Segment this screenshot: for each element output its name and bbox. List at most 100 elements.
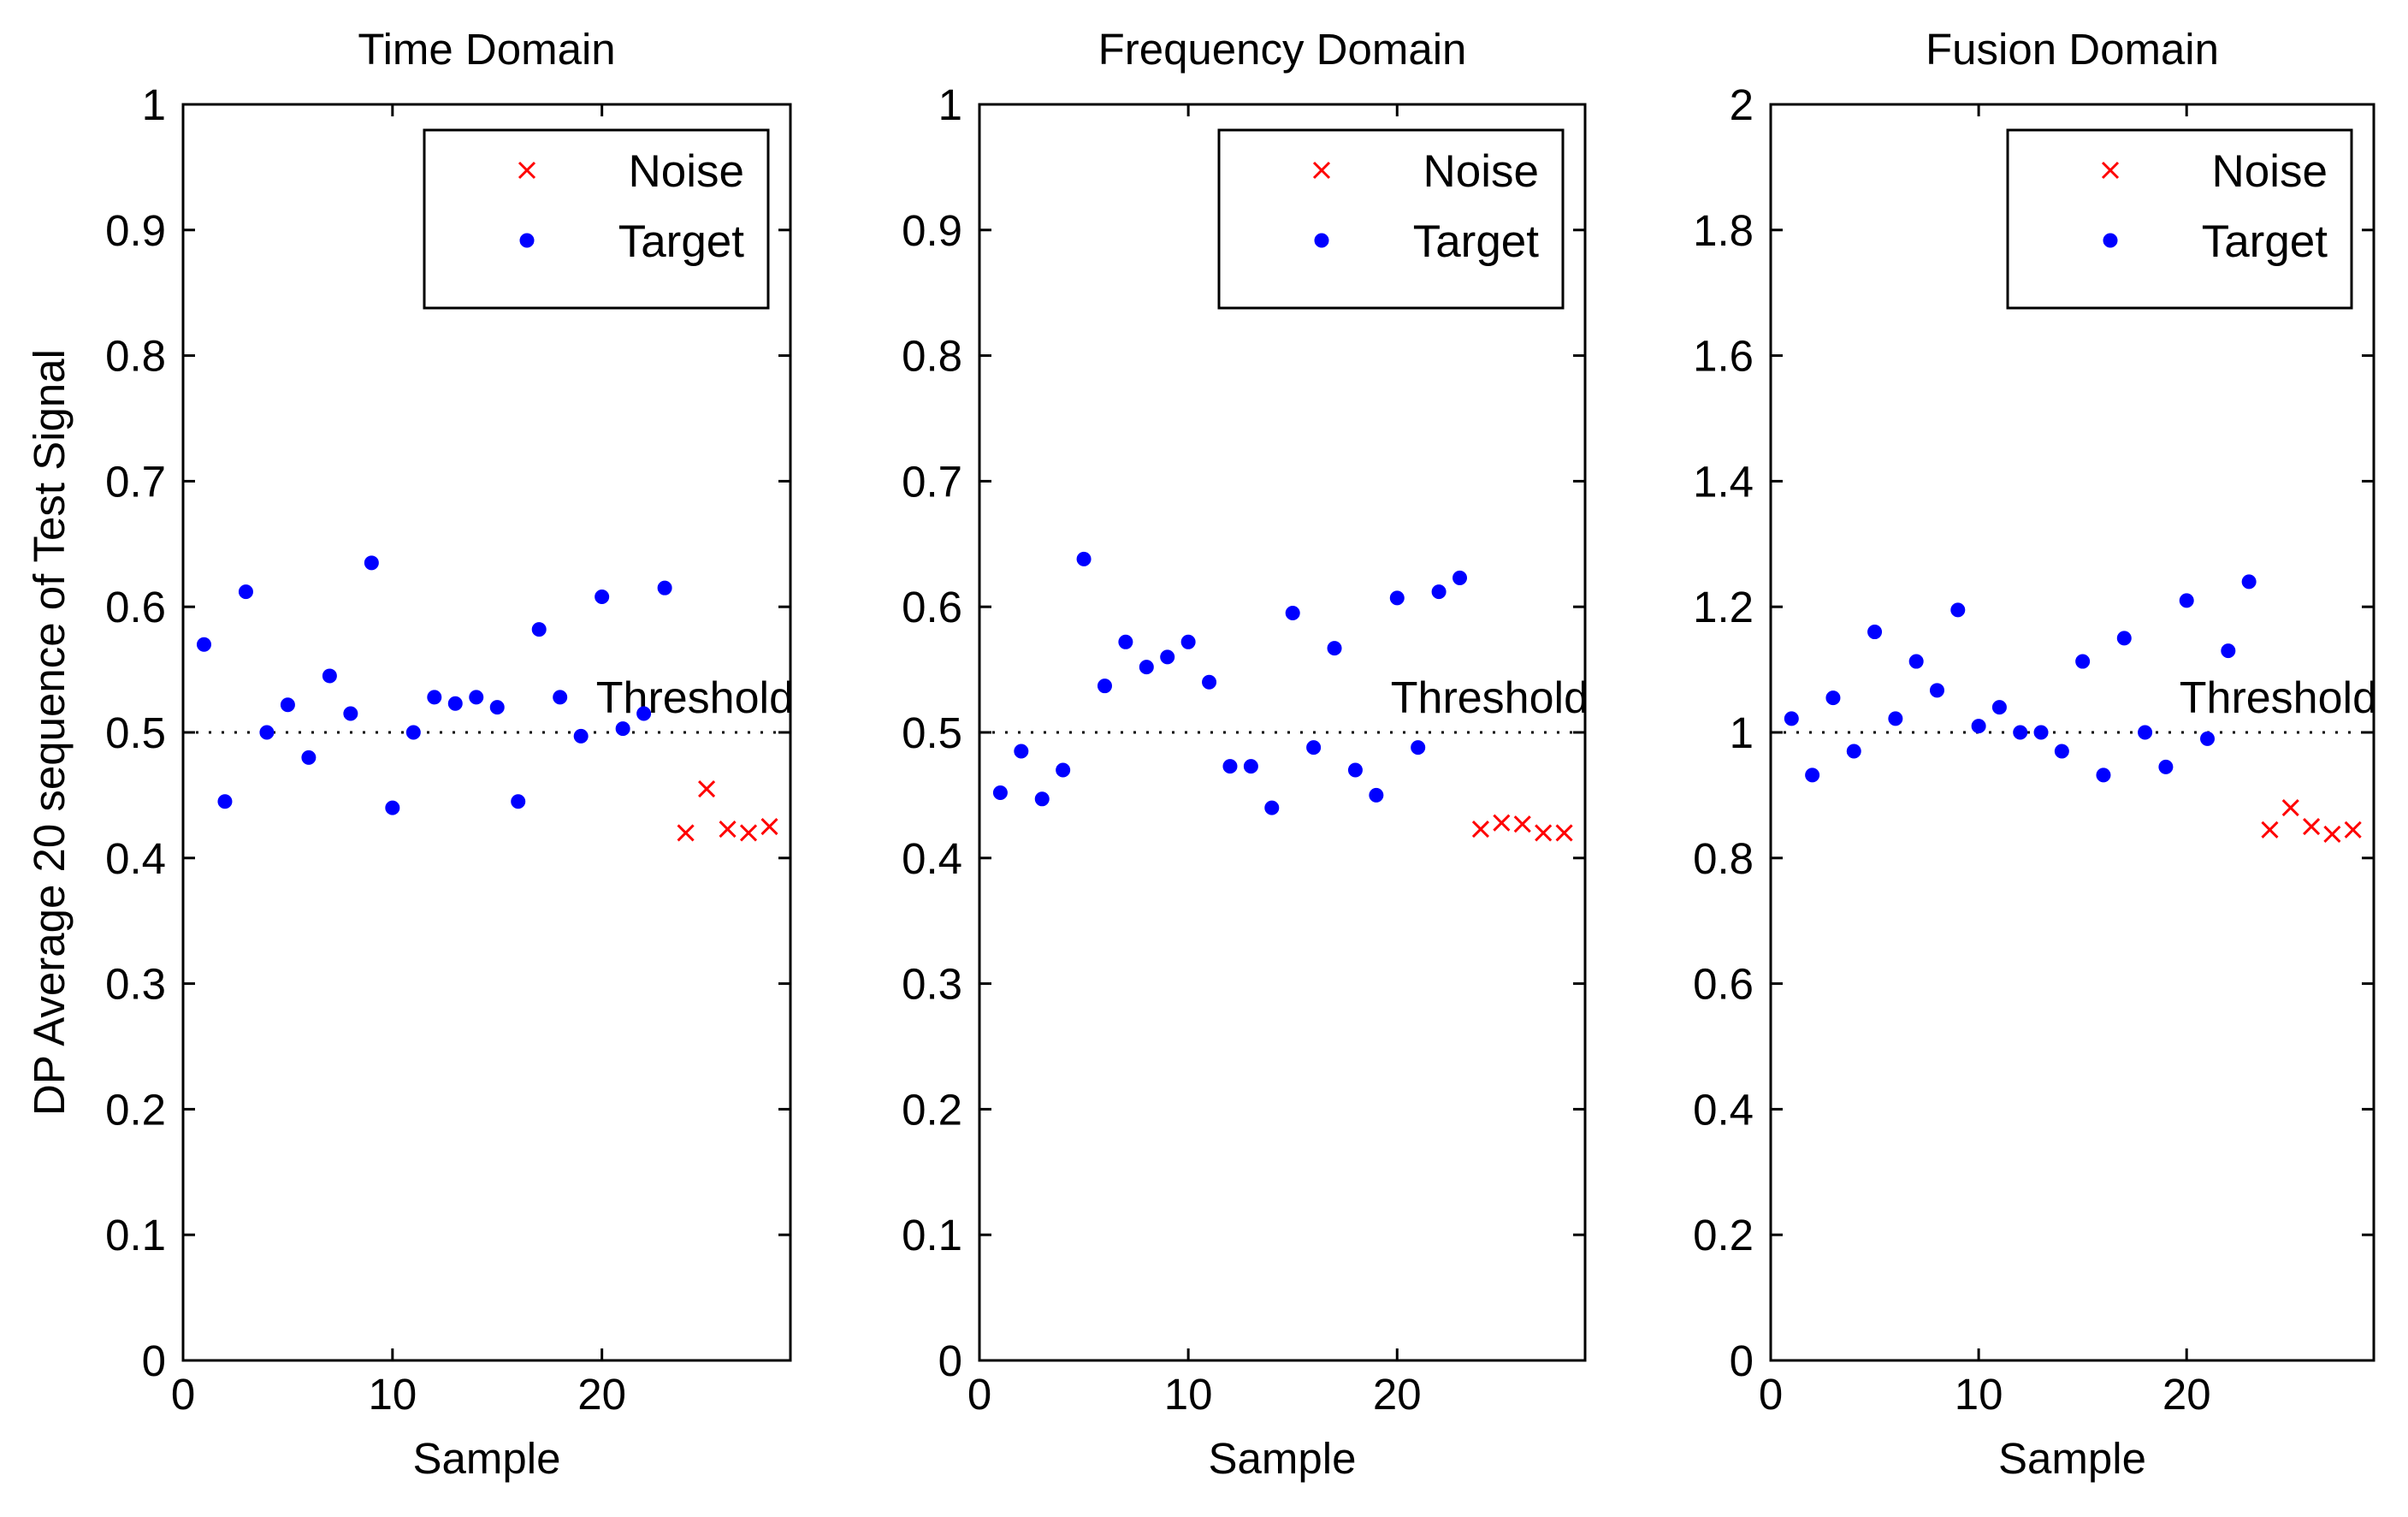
x-tick-label: 0: [1759, 1370, 1783, 1419]
y-tick-label: 1.6: [1693, 332, 1754, 381]
legend-noise-label: Noise: [628, 146, 744, 197]
target-point: [1389, 590, 1405, 606]
target-point: [1991, 700, 2007, 715]
target-point: [1452, 570, 1468, 585]
noise-point: [739, 824, 758, 842]
target-point: [1139, 660, 1154, 675]
target-point: [1160, 649, 1175, 665]
target-point: [447, 696, 463, 711]
chart-title: Fusion Domain: [1926, 25, 2219, 74]
target-point: [1327, 641, 1342, 656]
legend-target-marker: [2103, 233, 2118, 248]
y-tick-label: 0.9: [902, 206, 962, 255]
target-point: [1347, 762, 1363, 778]
y-tick-label: 0.4: [1693, 1085, 1754, 1134]
x-tick-label: 0: [967, 1370, 991, 1419]
y-tick-label: 0.9: [105, 206, 166, 255]
noise-point: [2261, 821, 2279, 838]
legend-target-label: Target: [1413, 216, 1540, 267]
target-point: [469, 690, 484, 705]
y-tick-label: 0.1: [105, 1211, 166, 1259]
y-tick-label: 1: [938, 80, 962, 129]
panel-1: Time Domain 0 0.1 0.2 0.3 0.4 0.5 0.6 0.7 0.8 0.9 1…: [25, 25, 794, 1483]
y-tick-label: 0.2: [1693, 1211, 1754, 1259]
target-point: [343, 706, 358, 721]
legend-target-marker: [519, 233, 535, 248]
target-point: [1846, 744, 1861, 759]
target-point: [2054, 744, 2069, 759]
y-tick-label: 0.5: [902, 708, 962, 757]
noise-point: [1535, 824, 1553, 842]
target-point: [2116, 631, 2132, 646]
target-point: [2013, 725, 2028, 740]
y-tick-label: 0.7: [105, 457, 166, 506]
y-tick-label: 0: [142, 1336, 166, 1385]
axes-box: [181, 103, 792, 1362]
series-target: [196, 555, 672, 815]
y-tick-label: 1.8: [1693, 206, 1754, 255]
legend-noise-marker: [2101, 161, 2120, 180]
target-point: [1076, 551, 1092, 566]
target-point: [217, 794, 233, 809]
target-point: [1056, 762, 1071, 778]
target-point: [636, 706, 652, 721]
series-noise: [677, 779, 778, 842]
target-point: [259, 725, 275, 740]
y-tick-label: 0.8: [1693, 834, 1754, 883]
target-point: [992, 785, 1008, 800]
legend-noise-marker: [1312, 161, 1331, 180]
target-point: [657, 580, 672, 596]
target-point: [1369, 787, 1384, 803]
y-tick-label: 0.1: [902, 1211, 962, 1259]
target-point: [1784, 711, 1799, 726]
target-point: [280, 697, 295, 713]
y-tick-label: 0.5: [105, 708, 166, 757]
y-tick-label: 0.4: [902, 834, 962, 883]
target-point: [1805, 767, 1820, 783]
legend-box: [2006, 128, 2353, 310]
noise-point: [719, 820, 737, 838]
target-point: [427, 690, 442, 705]
panel-3: Fusion Domain 0 0.2 0.4 0.6 0.8 1 1.2 1.4 1.6 1.8 2…: [1693, 25, 2377, 1483]
target-point: [1908, 654, 1924, 669]
target-point: [1202, 674, 1217, 690]
target-point: [595, 589, 610, 604]
target-point: [1411, 740, 1426, 756]
x-axis-label: Sample: [1209, 1434, 1357, 1483]
target-point: [2200, 731, 2216, 746]
series-noise: [1471, 814, 1573, 842]
noise-point: [2344, 821, 2362, 838]
target-point: [1097, 679, 1112, 694]
target-point: [489, 700, 505, 715]
target-point: [1285, 606, 1300, 621]
y-tick-label: 0: [938, 1336, 962, 1385]
target-point: [364, 555, 379, 571]
threshold-label: Threshold: [1391, 673, 1589, 723]
noise-point: [2281, 799, 2299, 817]
target-point: [2158, 759, 2174, 774]
target-point: [1950, 602, 1966, 618]
target-point: [1180, 634, 1196, 649]
target-point: [301, 750, 317, 765]
series-target: [992, 551, 1468, 815]
target-point: [385, 800, 400, 815]
y-tick-label: 1.4: [1693, 457, 1754, 506]
target-point: [2075, 654, 2091, 669]
noise-point: [2303, 818, 2321, 836]
target-point: [322, 668, 337, 684]
target-point: [1118, 634, 1133, 649]
y-tick-label: 0.3: [902, 960, 962, 1009]
y-tick-label: 0.7: [902, 457, 962, 506]
noise-point: [1493, 814, 1511, 832]
target-point: [1014, 744, 1029, 759]
series-noise: [2261, 799, 2362, 843]
target-point: [2096, 767, 2111, 783]
target-point: [1222, 759, 1238, 774]
x-tick-label: 20: [2162, 1370, 2211, 1419]
target-point: [1929, 683, 1944, 698]
y-tick-label: 1.2: [1693, 583, 1754, 631]
x-tick-label: 10: [368, 1370, 417, 1419]
series-target: [1784, 574, 2257, 783]
noise-point: [760, 818, 778, 836]
